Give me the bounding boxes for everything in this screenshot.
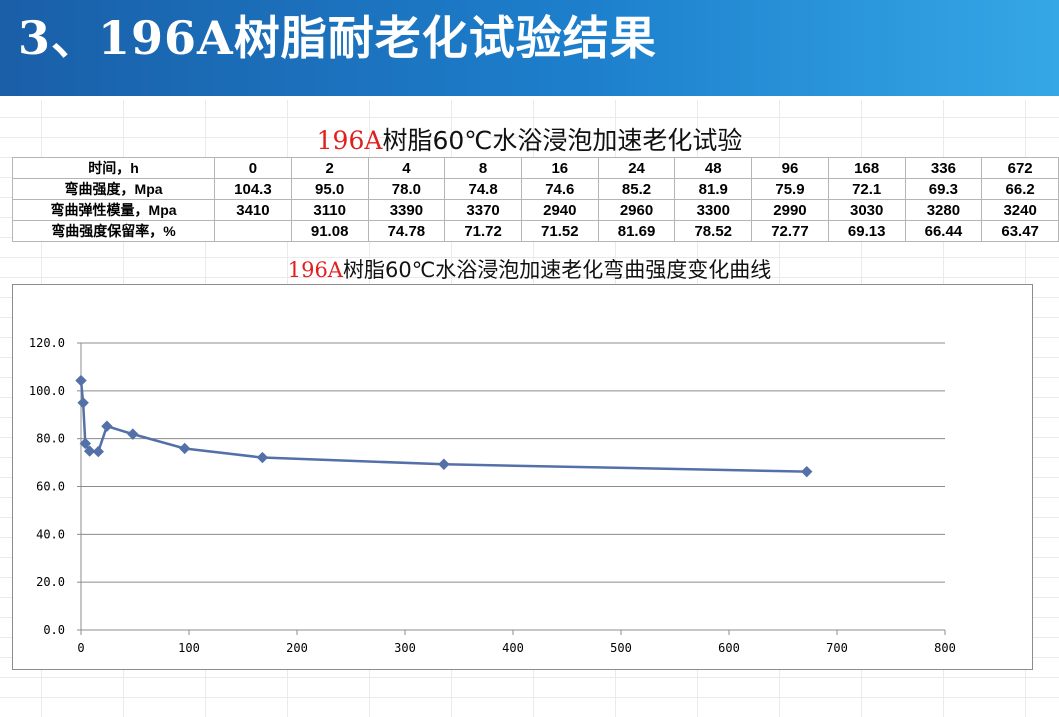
- table-cell: 336: [904, 157, 983, 179]
- chart-title-red: 196A: [287, 258, 343, 282]
- data-point: [79, 437, 92, 450]
- table-cell: 2960: [597, 199, 676, 221]
- table-row: 时间，h 0 2 4 8 16 24 48 96 168 336 672: [11, 157, 1059, 179]
- title-banner: 3、196A树脂耐老化试验结果: [0, 0, 1059, 96]
- x-tick-label: 600: [718, 641, 740, 655]
- table-cell: 74.78: [367, 220, 446, 242]
- table-cell: 78.52: [674, 220, 753, 242]
- table-cell: 48: [674, 157, 753, 179]
- x-tick-label: 100: [178, 641, 200, 655]
- chart-title-text: 树脂60℃水浴浸泡加速老化弯曲强度变化曲线: [342, 258, 772, 282]
- table-cell: 16: [520, 157, 599, 179]
- x-tick-label: 800: [934, 641, 956, 655]
- table-cell: 91.08: [290, 220, 369, 242]
- table-title-red: 196A: [316, 126, 383, 155]
- y-tick-label: 60.0: [36, 480, 65, 494]
- table-cell: 72.1: [827, 178, 906, 200]
- table-cell: 3240: [981, 199, 1059, 221]
- y-tick-label: 80.0: [36, 432, 65, 446]
- table-cell: 85.2: [597, 178, 676, 200]
- x-tick-label: 500: [610, 641, 632, 655]
- x-tick-label: 300: [394, 641, 416, 655]
- table-cell: 24: [597, 157, 676, 179]
- table-cell: 3030: [827, 199, 906, 221]
- table-cell: 168: [827, 157, 906, 179]
- table-cell: 72.77: [751, 220, 829, 242]
- table-cell: 81.9: [674, 178, 753, 200]
- table-cell: 3280: [904, 199, 983, 221]
- table-cell: 3390: [367, 199, 446, 221]
- table-cell: 66.2: [981, 178, 1059, 200]
- table-row: 弯曲强度，Mpa 104.3 95.0 78.0 74.8 74.6 85.2 81.9 75.…: [11, 178, 1059, 200]
- table-row: 弯曲弹性模量，Mpa 3410 3110 3390 3370 2940 2960 3300 29…: [11, 199, 1059, 221]
- table-title-text: 树脂60℃水浴浸泡加速老化试验: [382, 126, 743, 155]
- table-cell: [214, 220, 292, 242]
- data-point: [75, 374, 87, 387]
- data-point: [256, 451, 269, 464]
- data-table: 时间，h 0 2 4 8 16 24 48 96 168 336 672 弯曲强度，Mpa 104.3 95…: [11, 157, 1059, 242]
- table-cell: 3300: [674, 199, 753, 221]
- table-cell: 3370: [444, 199, 522, 221]
- y-tick-label: 0.0: [43, 623, 65, 637]
- table-cell: 104.3: [214, 178, 292, 200]
- data-point: [83, 445, 96, 457]
- table-cell: 672: [981, 157, 1059, 179]
- table-cell: 78.0: [367, 178, 446, 200]
- row-label: 弯曲强度，Mpa: [11, 178, 216, 200]
- table-cell: 66.44: [904, 220, 983, 242]
- x-tick-label: 200: [286, 641, 308, 655]
- x-tick-label: 700: [826, 641, 848, 655]
- table-cell: 69.3: [904, 178, 983, 200]
- table-cell: 4: [367, 157, 446, 179]
- table-cell: 69.13: [827, 220, 906, 242]
- table-cell: 75.9: [751, 178, 829, 200]
- slide-title: 3、196A树脂耐老化试验结果: [18, 11, 657, 65]
- table-cell: 81.69: [597, 220, 676, 242]
- table-cell: 2940: [520, 199, 599, 221]
- x-tick-label: 0: [77, 641, 84, 655]
- table-cell: 96: [751, 157, 829, 179]
- table-cell: 74.6: [520, 178, 599, 200]
- table-cell: 2990: [751, 199, 829, 221]
- y-tick-label: 100.0: [29, 384, 65, 398]
- table-cell: 95.0: [290, 178, 369, 200]
- table-cell: 74.8: [444, 178, 522, 200]
- table-row: 弯曲强度保留率，% 91.08 74.78 71.72 71.52 81.69 78.52 7…: [11, 220, 1059, 242]
- chart-area: 0.0 20.0 40.0 60.0 80.0 100.0 120.0 0 100 200 300 4…: [12, 284, 1033, 670]
- table-cell: 71.52: [520, 220, 599, 242]
- data-point: [178, 442, 191, 455]
- data-point: [438, 458, 450, 470]
- table-cell: 2: [290, 157, 369, 179]
- data-point: [801, 465, 813, 478]
- table-cell: 0: [214, 157, 292, 179]
- x-tick-label: 400: [502, 641, 524, 655]
- table-cell: 71.72: [444, 220, 522, 242]
- row-label: 弯曲强度保留率，%: [11, 220, 216, 242]
- data-point: [101, 420, 113, 432]
- table-title: 196A树脂60℃水浴浸泡加速老化试验: [0, 124, 1059, 158]
- y-tick-label: 120.0: [29, 336, 65, 350]
- y-tick-label: 40.0: [36, 527, 65, 541]
- chart-title: 196A树脂60℃水浴浸泡加速老化弯曲强度变化曲线: [0, 255, 1059, 285]
- table-cell: 3110: [290, 199, 369, 221]
- table-cell: 3410: [214, 199, 292, 221]
- data-point: [127, 428, 139, 440]
- data-point: [77, 397, 89, 409]
- table-cell: 63.47: [981, 220, 1059, 242]
- line-chart: 0.0 20.0 40.0 60.0 80.0 100.0 120.0 0 100 200 300 4…: [29, 336, 956, 655]
- data-point: [92, 445, 104, 458]
- table-cell: 8: [444, 157, 522, 179]
- y-tick-label: 20.0: [36, 575, 65, 589]
- row-label: 时间，h: [11, 157, 216, 179]
- series-line: [79, 380, 807, 473]
- row-label: 弯曲弹性模量，Mpa: [11, 199, 216, 221]
